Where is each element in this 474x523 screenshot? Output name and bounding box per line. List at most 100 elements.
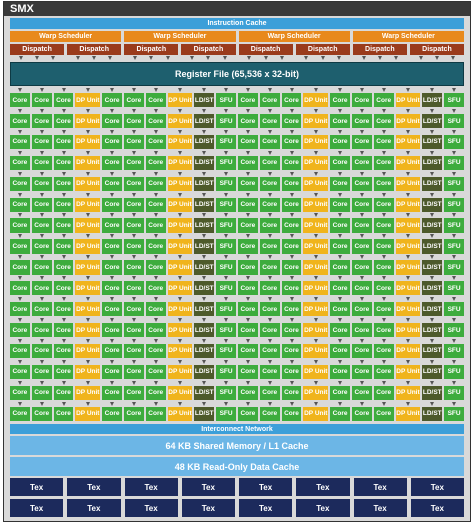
arrow [131, 88, 136, 92]
unit-dp: DP Unit [303, 197, 329, 212]
arrow [131, 108, 136, 113]
unit-core: Core [259, 260, 280, 275]
unit-ldst: LD/ST [194, 155, 215, 171]
unit-core: Core [53, 93, 74, 108]
unit-core: Core [373, 239, 394, 254]
unit-dp: DP Unit [303, 113, 329, 129]
unit-dp: DP Unit [303, 364, 329, 380]
unit-dp: DP Unit [395, 406, 421, 421]
arrow [406, 88, 410, 92]
unit-ldst: LD/ST [194, 197, 215, 212]
unit-core: Core [31, 113, 52, 129]
unit-core: Core [259, 134, 280, 150]
unit-dp: DP Unit [395, 385, 421, 400]
arrow [153, 297, 158, 301]
arrow [178, 359, 182, 364]
arrow [224, 150, 229, 155]
arrow [313, 213, 318, 218]
arrow [224, 338, 229, 343]
arrow [17, 380, 22, 385]
arrow [61, 401, 66, 406]
unit-core: Core [102, 113, 122, 129]
shared-memory: 64 KB Shared Memory / L1 Cache [10, 436, 464, 455]
unit-core: Core [330, 302, 350, 317]
unit-core: Core [10, 385, 30, 400]
unit-core: Core [352, 364, 372, 380]
arrow [178, 234, 182, 239]
unit-dp: DP Unit [167, 218, 193, 233]
arrow [245, 129, 250, 134]
arrow [178, 338, 182, 343]
unit-ldst: LD/ST [194, 281, 215, 296]
arrow [430, 88, 435, 92]
unit-dp: DP Unit [75, 322, 101, 338]
arrow [452, 401, 457, 406]
arrow [359, 255, 364, 260]
unit-core: Core [124, 155, 144, 171]
arrow [430, 234, 435, 239]
arrow [381, 213, 386, 218]
unit-sfu: SFU [444, 93, 464, 108]
arrow [313, 297, 318, 301]
unit-core: Core [31, 218, 52, 233]
arrow [17, 108, 22, 113]
arrow [452, 150, 457, 155]
arrow [313, 338, 318, 343]
arrow [110, 171, 115, 176]
unit-core: Core [352, 197, 372, 212]
unit-core: Core [10, 322, 30, 338]
unit-core: Core [238, 385, 258, 400]
unit-core: Core [102, 302, 122, 317]
arrow [313, 150, 318, 155]
unit-sfu: SFU [444, 385, 464, 400]
arrow [85, 213, 90, 218]
unit-core: Core [53, 134, 74, 150]
unit-core: Core [281, 281, 302, 296]
unit-core: Core [259, 113, 280, 129]
arrow [61, 213, 66, 218]
arrow [381, 88, 386, 92]
unit-core: Core [31, 322, 52, 338]
tex-unit: Tex [67, 478, 121, 496]
arrow [153, 338, 158, 343]
smx-diagram: SMX Instruction Cache Interconnect Netwo… [3, 1, 471, 522]
unit-core: Core [31, 176, 52, 191]
unit-ldst: LD/ST [194, 113, 215, 129]
unit-dp: DP Unit [75, 113, 101, 129]
arrow [224, 88, 229, 92]
arrow [289, 171, 294, 176]
unit-core: Core [53, 406, 74, 421]
unit-core: Core [259, 302, 280, 317]
warp-scheduler: Warp Scheduler [352, 31, 464, 42]
arrow [406, 380, 410, 385]
arrow [406, 129, 410, 134]
arrow [338, 338, 343, 343]
unit-core: Core [53, 155, 74, 171]
arrow [92, 56, 97, 60]
tex-unit: Tex [296, 478, 350, 496]
instruction-cache: Instruction Cache [10, 18, 464, 29]
unit-dp: DP Unit [167, 134, 193, 150]
unit-core: Core [10, 113, 30, 129]
unit-core: Core [145, 239, 166, 254]
arrow [313, 276, 318, 281]
arrow [359, 359, 364, 364]
unit-core: Core [373, 343, 394, 359]
arrow [153, 213, 158, 218]
arrow [263, 56, 268, 60]
unit-core: Core [102, 322, 122, 338]
arrow [313, 255, 318, 260]
arrow [418, 56, 423, 60]
unit-core: Core [281, 218, 302, 233]
arrow [110, 213, 115, 218]
arrow [110, 192, 115, 197]
unit-core: Core [330, 113, 350, 129]
unit-dp: DP Unit [75, 93, 101, 108]
arrow [178, 317, 182, 322]
arrow [17, 171, 22, 176]
unit-core: Core [352, 239, 372, 254]
unit-dp: DP Unit [75, 281, 101, 296]
unit-core: Core [259, 322, 280, 338]
arrow [35, 56, 40, 60]
arrow [394, 56, 399, 60]
